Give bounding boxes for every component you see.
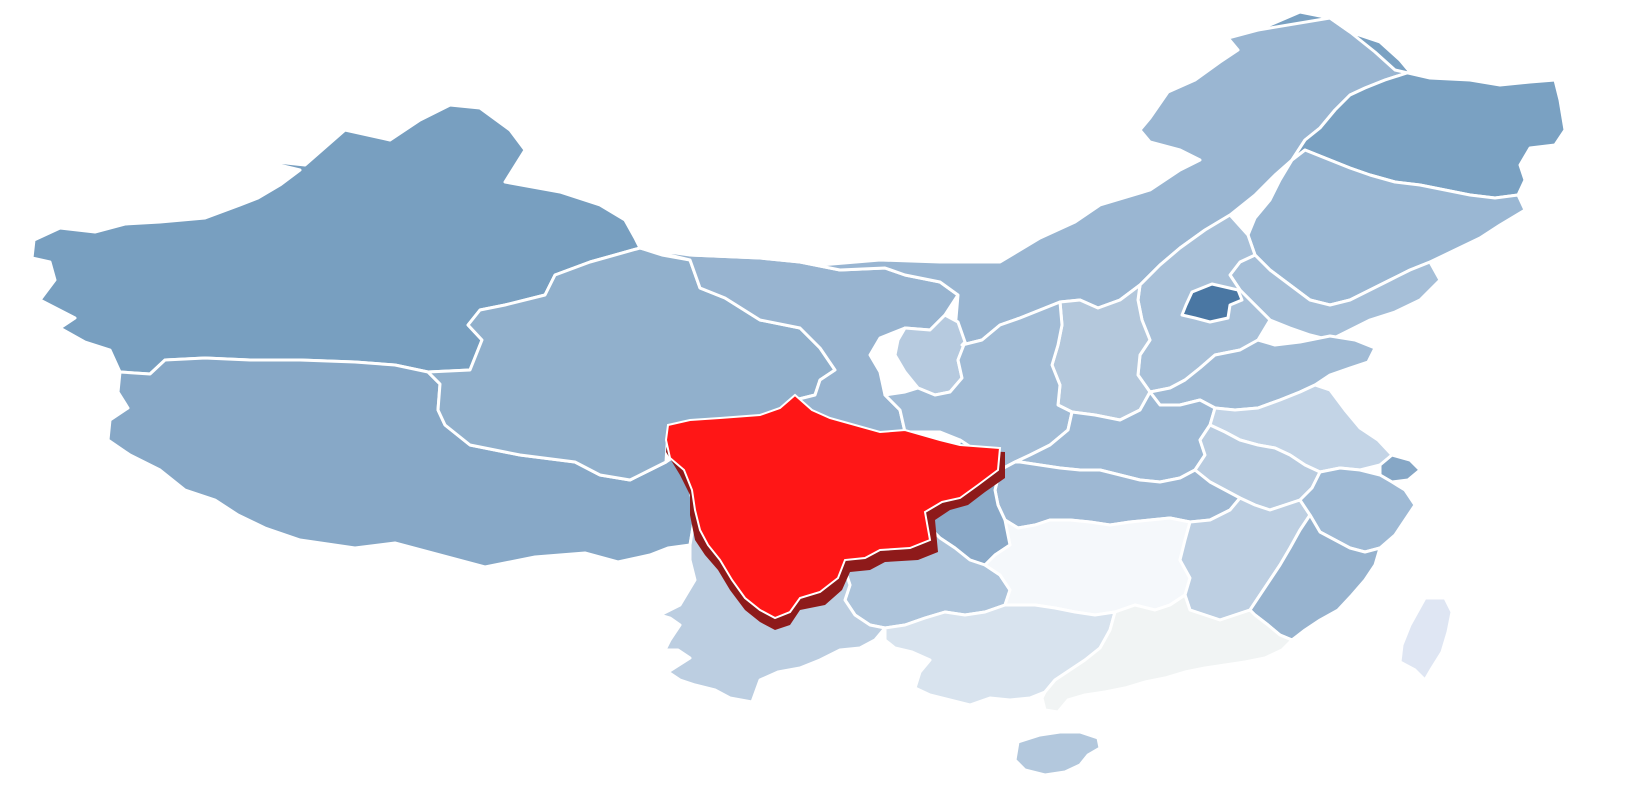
region-beijing[interactable] <box>1180 282 1244 324</box>
region-guangdong[interactable] <box>1040 593 1294 714</box>
region-shanghai[interactable] <box>1378 453 1422 484</box>
region-hunan[interactable] <box>983 516 1192 617</box>
region-taiwan[interactable] <box>1398 596 1454 682</box>
region-fujian[interactable] <box>1248 513 1382 642</box>
region-sichuan[interactable] <box>664 393 1002 620</box>
region-hainan[interactable] <box>1013 730 1102 777</box>
sichuan-highlight <box>664 393 1005 630</box>
